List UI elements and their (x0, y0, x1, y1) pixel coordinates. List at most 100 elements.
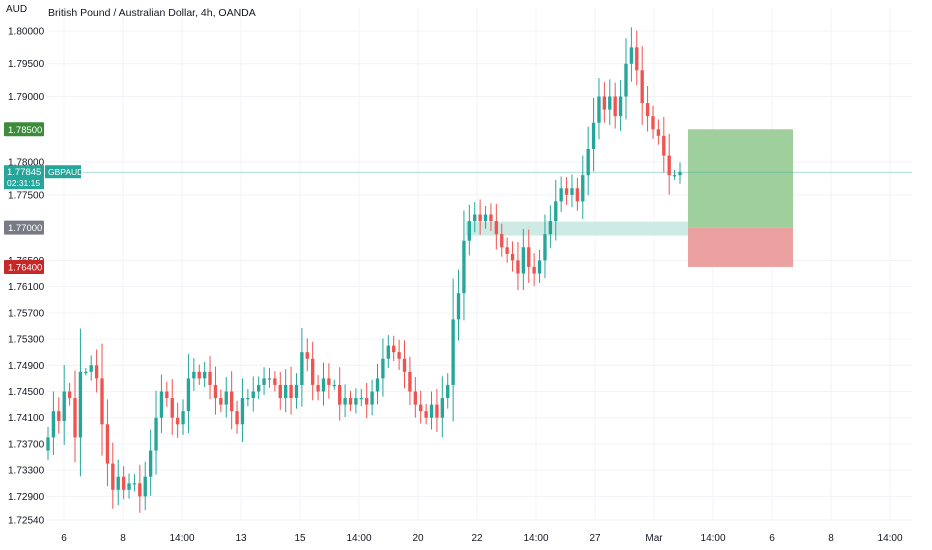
candle-up[interactable] (267, 378, 272, 380)
candle-up[interactable] (446, 384, 450, 399)
candle-down[interactable] (327, 378, 331, 385)
candle-down[interactable] (208, 371, 212, 385)
candle-up[interactable] (456, 293, 461, 320)
candle-down[interactable] (229, 391, 234, 412)
candle-down[interactable] (662, 135, 666, 156)
candle-down[interactable] (365, 398, 369, 405)
candle-up[interactable] (537, 260, 542, 274)
candle-up[interactable] (548, 221, 553, 235)
candle-up[interactable] (451, 319, 455, 385)
candle-down[interactable] (402, 358, 407, 372)
candle-down[interactable] (413, 391, 417, 405)
candle-up[interactable] (148, 450, 153, 477)
candle-down[interactable] (635, 47, 639, 71)
candle-up[interactable] (597, 96, 601, 123)
candle-down[interactable] (278, 384, 282, 399)
candle-up[interactable] (343, 398, 347, 405)
candle-up[interactable] (246, 398, 250, 400)
candle-down[interactable] (500, 234, 504, 248)
candle-down[interactable] (219, 398, 223, 405)
candle-down[interactable] (67, 391, 72, 399)
candle-down[interactable] (505, 247, 509, 254)
candle-up[interactable] (570, 188, 574, 195)
candle-up[interactable] (521, 247, 526, 274)
candle-down[interactable] (213, 384, 218, 399)
candle-up[interactable] (672, 175, 677, 177)
candle-up[interactable] (381, 358, 385, 379)
candle-down[interactable] (408, 371, 412, 392)
candle-down[interactable] (175, 417, 180, 425)
candle-down[interactable] (435, 404, 439, 418)
candle-down[interactable] (645, 103, 650, 117)
candle-down[interactable] (489, 214, 493, 222)
candle-down[interactable] (494, 221, 499, 235)
candle-up[interactable] (251, 391, 255, 399)
candle-up[interactable] (629, 47, 634, 64)
candle-down[interactable] (100, 378, 104, 425)
candle-up[interactable] (262, 378, 266, 385)
candle-up[interactable] (84, 371, 88, 374)
candle-up[interactable] (154, 417, 158, 451)
candle-up[interactable] (181, 411, 185, 425)
candle-down[interactable] (57, 411, 61, 422)
candle-up[interactable] (559, 188, 563, 202)
candle-up[interactable] (192, 371, 196, 379)
candle-up[interactable] (370, 391, 374, 405)
candle-down[interactable] (667, 155, 671, 176)
candle-up[interactable] (618, 96, 623, 117)
candle-up[interactable] (332, 384, 336, 387)
candle-up[interactable] (202, 371, 207, 379)
candle-up[interactable] (678, 171, 682, 176)
candle-down[interactable] (392, 345, 396, 353)
candle-up[interactable] (586, 148, 590, 176)
candle-up[interactable] (467, 221, 472, 241)
candle-up[interactable] (473, 214, 477, 222)
candle-down[interactable] (121, 476, 126, 490)
candle-up[interactable] (89, 365, 93, 372)
candle-up[interactable] (62, 391, 66, 422)
candle-up[interactable] (132, 483, 137, 485)
candle-down[interactable] (478, 214, 482, 222)
candle-down[interactable] (564, 188, 569, 195)
candle-down[interactable] (613, 96, 617, 117)
candle-up[interactable] (300, 352, 304, 385)
candle-down[interactable] (510, 253, 515, 261)
candle-down[interactable] (424, 411, 428, 418)
candle-down[interactable] (170, 398, 174, 418)
candle-up[interactable] (591, 122, 596, 149)
candle-down[interactable] (338, 384, 342, 405)
candle-down[interactable] (397, 352, 401, 359)
candle-up[interactable] (143, 476, 147, 497)
candle-down[interactable] (602, 96, 607, 110)
candle-down[interactable] (73, 398, 77, 438)
candle-up[interactable] (240, 398, 245, 425)
candle-down[interactable] (640, 70, 644, 104)
candle-up[interactable] (46, 437, 50, 451)
candle-down[interactable] (305, 352, 309, 359)
candle-up[interactable] (624, 63, 628, 97)
candle-up[interactable] (581, 175, 585, 202)
candle-down[interactable] (165, 391, 169, 399)
candle-down[interactable] (311, 358, 315, 385)
candle-up[interactable] (256, 384, 261, 392)
candle-down[interactable] (138, 483, 142, 497)
candle-down[interactable] (419, 404, 423, 412)
candle-down[interactable] (94, 365, 99, 379)
candle-up[interactable] (462, 240, 466, 294)
candle-up[interactable] (375, 378, 380, 392)
candle-up[interactable] (359, 398, 363, 400)
candle-up[interactable] (159, 391, 164, 418)
candle-down[interactable] (273, 378, 277, 385)
candle-down[interactable] (656, 129, 661, 136)
candle-down[interactable] (235, 411, 239, 425)
candle-up[interactable] (78, 371, 83, 438)
candle-down[interactable] (532, 266, 536, 274)
candle-up[interactable] (386, 345, 390, 359)
stop-loss-zone[interactable] (688, 227, 793, 267)
candle-up[interactable] (127, 483, 131, 490)
candle-up[interactable] (186, 378, 191, 412)
candle-up[interactable] (483, 214, 488, 222)
candle-up[interactable] (284, 384, 288, 399)
candles-layer[interactable] (46, 27, 682, 513)
